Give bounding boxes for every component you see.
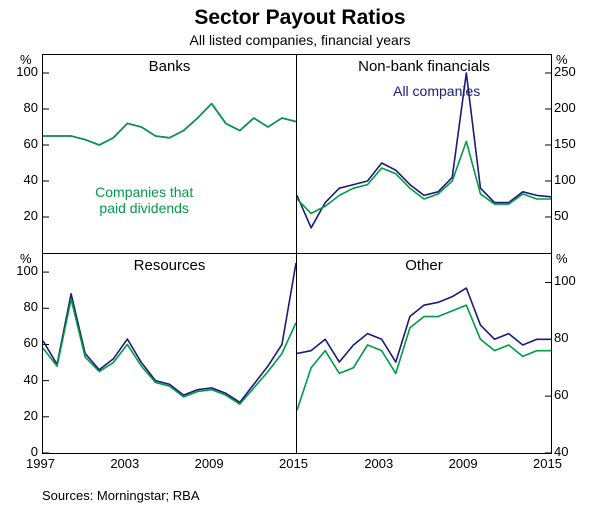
- panel-banks: Banks Companies thatpaid dividends: [43, 55, 297, 254]
- xtick-1997: 1997: [26, 456, 55, 471]
- ytick-banks-40: 40: [24, 172, 38, 187]
- ytick-banks-80: 80: [24, 100, 38, 115]
- chart-subtitle: All listed companies, financial years: [0, 32, 600, 48]
- panel-title-nonbank: Non-bank financials: [297, 58, 551, 75]
- ytick-nonbank-150: 150: [554, 136, 576, 151]
- ytick-nonbank-50: 50: [554, 208, 568, 223]
- chart-title: Sector Payout Ratios: [0, 0, 600, 30]
- chart-grid: Banks Companies thatpaid dividends Non-ba…: [42, 54, 552, 454]
- series-paid: [297, 141, 551, 213]
- sources-text: Sources: Morningstar; RBA: [42, 488, 200, 503]
- annotation-banks: Companies thatpaid dividends: [95, 184, 193, 218]
- panel-title-banks: Banks: [43, 58, 296, 75]
- annotation-nonbank: All companies: [393, 83, 480, 100]
- chart-container: Sector Payout Ratios All listed companie…: [0, 0, 600, 509]
- ytick-other-40: 40: [554, 444, 568, 459]
- ytick-resources-80: 80: [24, 299, 38, 314]
- series-all: [297, 288, 551, 362]
- xtick-r-2009: 2009: [449, 456, 478, 471]
- ytick-nonbank-100: 100: [554, 172, 576, 187]
- panel-resources: Resources: [43, 254, 297, 453]
- ytick-resources-20: 20: [24, 408, 38, 423]
- panel-title-resources: Resources: [43, 257, 296, 274]
- xtick-2003: 2003: [110, 456, 139, 471]
- series-paid: [297, 305, 551, 410]
- ytick-banks-20: 20: [24, 208, 38, 223]
- panel-other: Other: [297, 254, 551, 453]
- series-paid: [43, 104, 296, 145]
- series-all: [43, 263, 296, 402]
- xtick-2009: 2009: [195, 456, 224, 471]
- ytick-banks-100: 100: [16, 64, 38, 79]
- ytick-resources-40: 40: [24, 372, 38, 387]
- xtick-r-2003: 2003: [364, 456, 393, 471]
- ytick-other-100: 100: [554, 273, 576, 288]
- ytick-nonbank-200: 200: [554, 100, 576, 115]
- panel-nonbank: Non-bank financials All companies: [297, 55, 551, 254]
- ytick-other-80: 80: [554, 330, 568, 345]
- ytick-resources-60: 60: [24, 335, 38, 350]
- ytick-resources-100: 100: [16, 263, 38, 278]
- series-paid: [43, 299, 296, 404]
- ytick-other-60: 60: [554, 387, 568, 402]
- ytick-banks-60: 60: [24, 136, 38, 151]
- panel-title-other: Other: [297, 257, 551, 274]
- ytick-nonbank-250: 250: [554, 64, 576, 79]
- xtick-2015: 2015: [279, 456, 308, 471]
- unit-label-other: %: [556, 251, 568, 266]
